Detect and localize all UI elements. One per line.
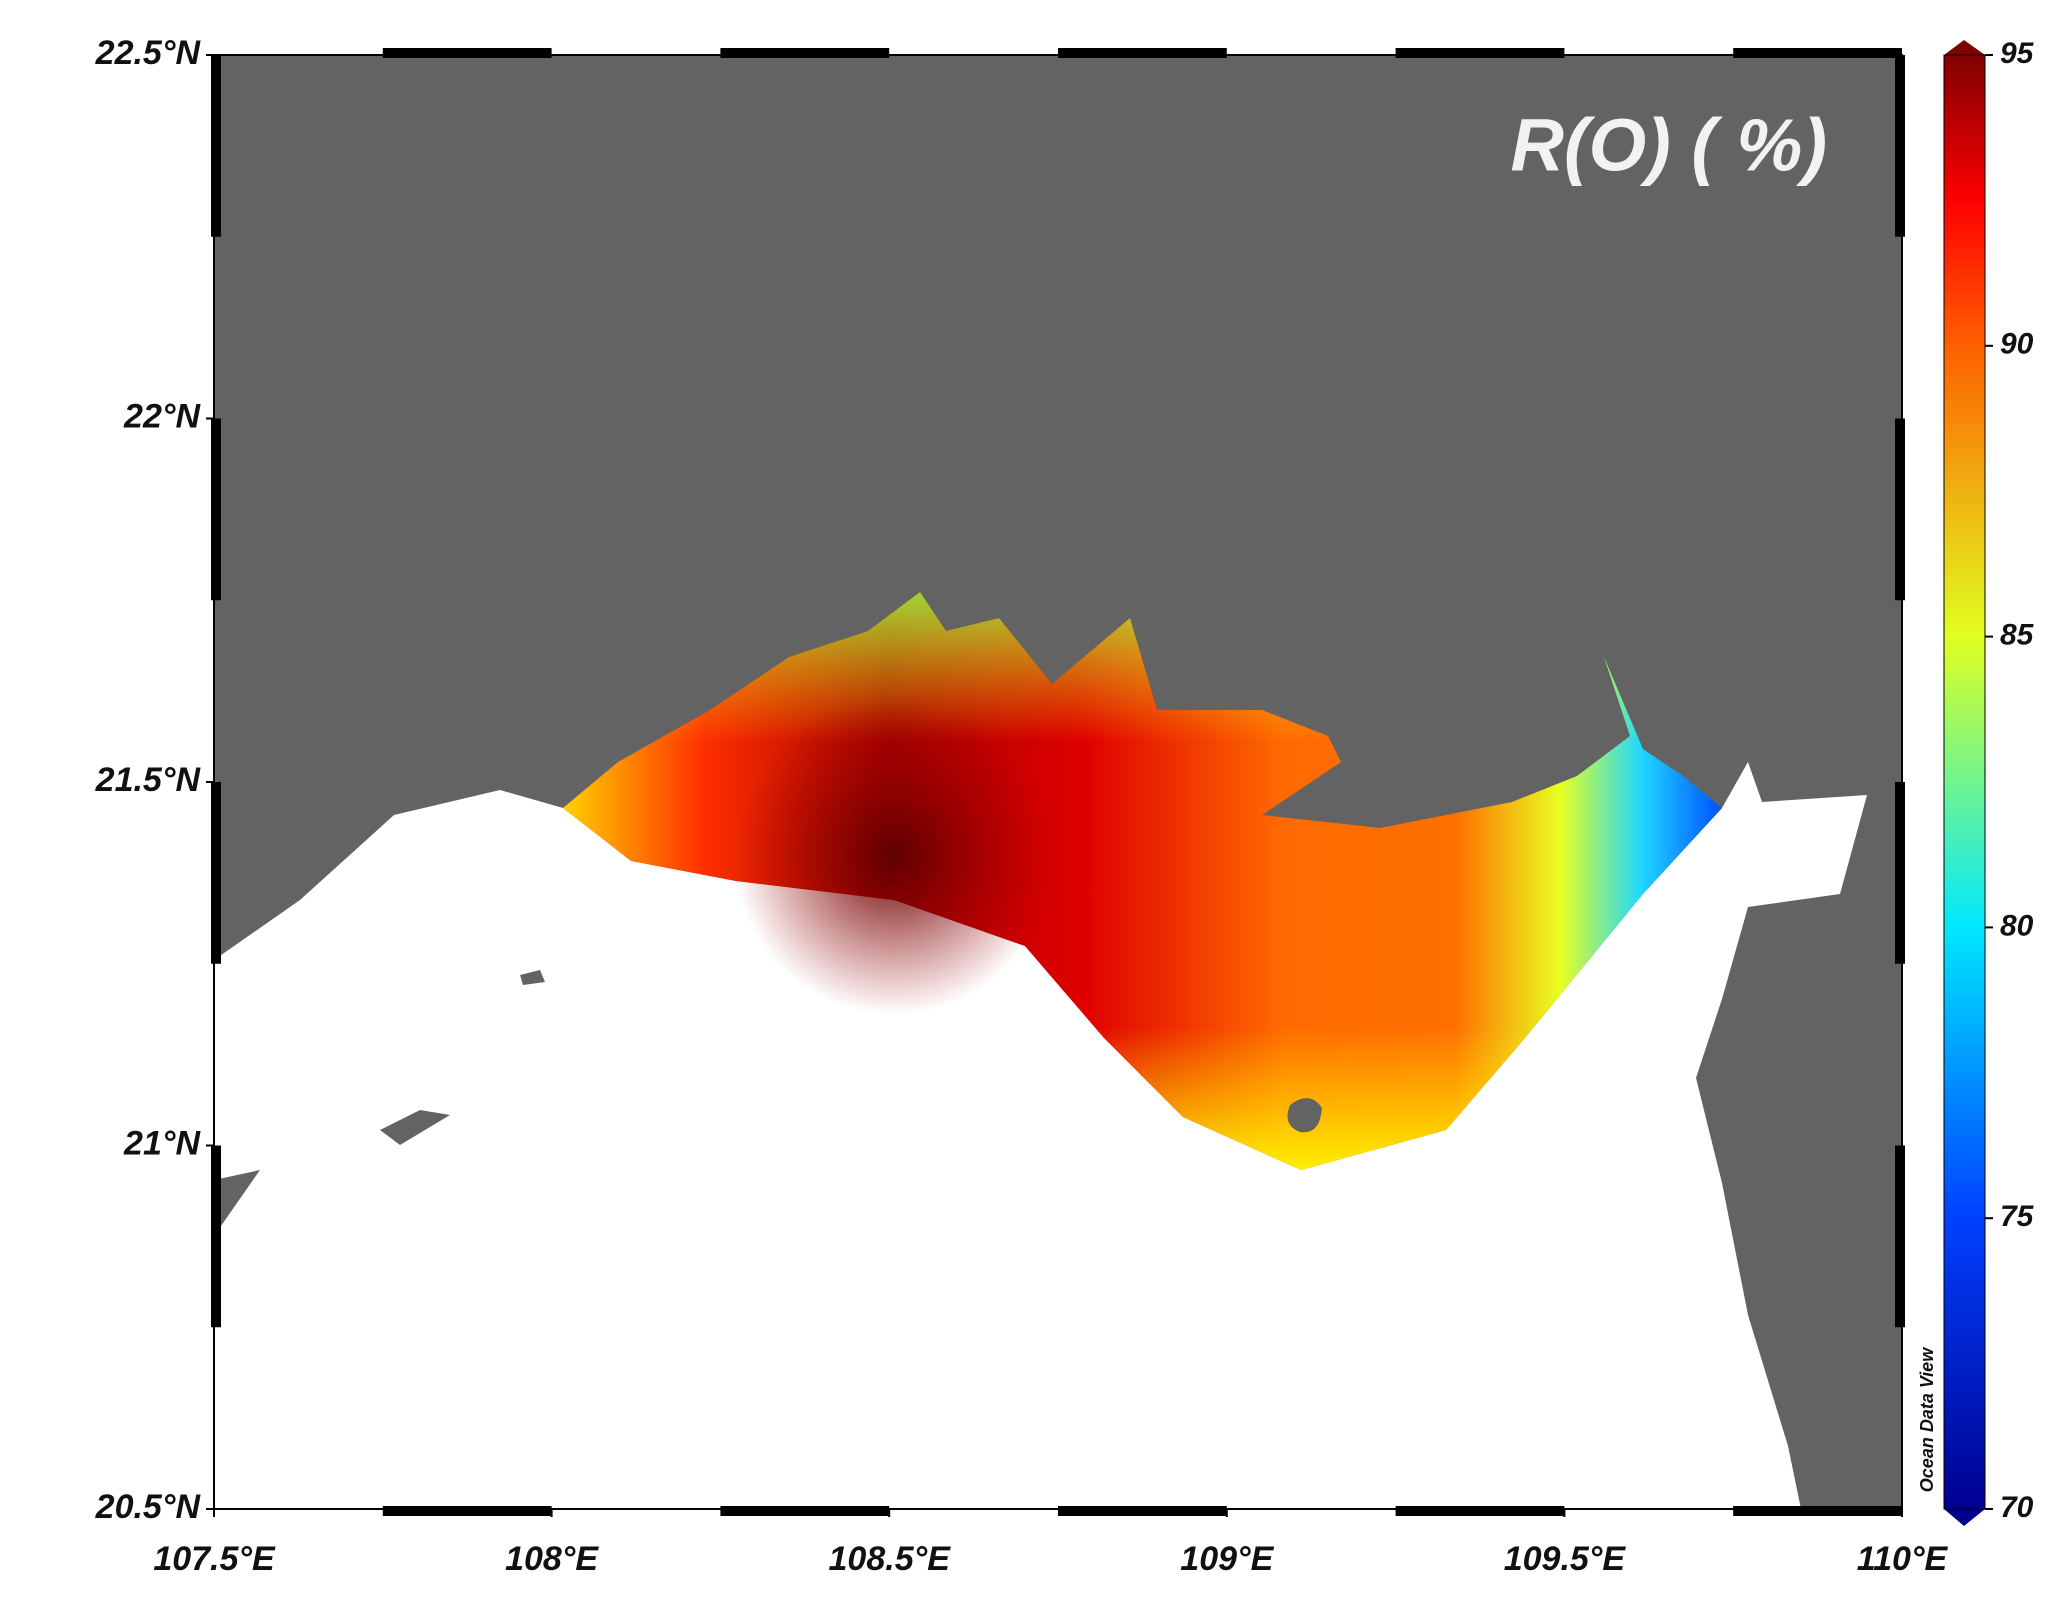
colorbar-tick-label: 90 — [2000, 328, 2034, 361]
lon-tick-label: 110°E — [1857, 1540, 1949, 1578]
lon-tick-label: 108°E — [505, 1540, 599, 1578]
lon-tick-label: 108.5°E — [829, 1540, 952, 1578]
lat-tick-label: 21.5°N — [95, 761, 202, 799]
frame-bar — [1058, 48, 1227, 58]
lat-tick-label: 20.5°N — [95, 1488, 202, 1526]
sea — [214, 762, 1867, 1509]
colorbar-tick-label: 80 — [2000, 909, 2034, 942]
lon-tick-label: 107.5°E — [153, 1540, 276, 1578]
colorbar-tick-label: 95 — [2000, 37, 2035, 70]
lat-tick-label: 21°N — [123, 1124, 201, 1162]
frame-bar — [720, 48, 890, 58]
maximum-core — [734, 695, 1054, 1015]
colorbar-tick-label: 85 — [2000, 619, 2035, 652]
frame-bar — [1895, 418, 1905, 601]
frame-bar — [1733, 1506, 1902, 1516]
frame-bar — [1733, 48, 1902, 58]
frame-bar — [211, 55, 221, 237]
frame-bar — [720, 1506, 890, 1516]
colorbar-max-arrow — [1944, 40, 1985, 55]
credit: Ocean Data View — [1917, 1347, 1937, 1492]
frame-bar — [1395, 1506, 1565, 1516]
lat-tick-label: 22°N — [123, 397, 201, 435]
colorbar — [1943, 54, 1986, 1510]
lon-tick-label: 109.5°E — [1504, 1540, 1627, 1578]
lat-tick-label: 22.5°N — [95, 34, 202, 72]
frame-bar — [1895, 55, 1905, 237]
frame-bar — [1395, 48, 1565, 58]
frame-bar — [382, 1506, 552, 1516]
frame-bar — [211, 418, 221, 601]
lon-tick-label: 109°E — [1180, 1540, 1274, 1578]
colorbar-min-arrow — [1944, 1509, 1985, 1526]
island — [380, 970, 545, 1145]
frame-bar — [211, 782, 221, 964]
frame-bar — [1895, 1145, 1905, 1328]
frame-bar — [1058, 1506, 1227, 1516]
island — [1287, 1098, 1322, 1133]
map-title: R(O) ( %) — [1511, 104, 1828, 187]
frame-bar — [211, 1145, 221, 1328]
frame-bar — [1895, 782, 1905, 964]
colorbar-tick-label: 75 — [2000, 1200, 2035, 1233]
frame-bars — [211, 48, 1905, 1516]
map-area — [213, 54, 1903, 1510]
frame-bar — [382, 48, 552, 58]
colorbar-tick-label: 70 — [2000, 1491, 2034, 1524]
